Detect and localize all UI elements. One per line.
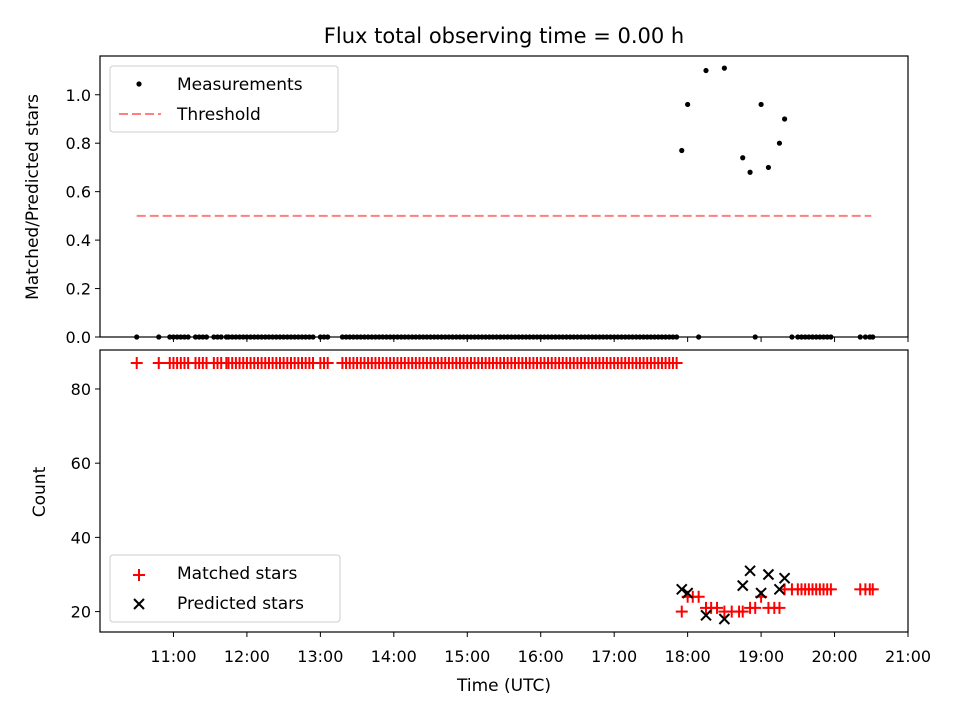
top-panel: Flux total observing time = 0.00 h Match…: [23, 24, 909, 347]
top-y-tick-label: 0.4: [66, 231, 91, 250]
measurement-point: [747, 169, 753, 175]
matched-star-point: [736, 605, 749, 618]
measurement-point: [685, 101, 691, 108]
measurement-point: [721, 65, 727, 71]
top-axes-frame: [99, 55, 909, 338]
measurement-point: [740, 155, 746, 161]
measurement-point: [776, 140, 783, 146]
matched-star-point: [711, 601, 724, 614]
legend-marker-matched-stars: [133, 569, 145, 581]
predicted-star-point: [778, 572, 791, 584]
bottom-legend: Matched stars Predicted stars: [109, 554, 341, 623]
top-y-axis-label: Matched/Predicted stars: [23, 94, 43, 300]
bottom-y-tick-label: 80: [71, 380, 91, 399]
bottom-x-tick-label: 11:00: [150, 647, 196, 666]
top-y-tick-label: 1.0: [66, 86, 91, 105]
bottom-panel: Count Time (UTC) 20 40 60 80 11:00 12:00 13:0…: [30, 349, 931, 696]
predicted-star-point: [737, 579, 749, 592]
matched-star-point: [749, 601, 762, 614]
predicted-star-point: [681, 587, 694, 599]
matched-star-point: [670, 356, 683, 369]
predicted-star-point: [773, 583, 786, 596]
matched-star-point: [675, 605, 688, 618]
legend-label-predicted-stars: Predicted stars: [177, 594, 304, 614]
legend-marker-measurements: [136, 81, 142, 87]
bottom-axes-frame: [99, 349, 909, 633]
bottom-y-tick-label: 40: [71, 528, 91, 547]
bottom-x-axis-label: Time (UTC): [456, 676, 551, 696]
matched-star-point: [824, 583, 837, 596]
bottom-x-tick-label: 19:00: [738, 647, 784, 666]
top-y-tick-label: 0.0: [66, 328, 91, 347]
predicted-star-point: [755, 587, 767, 599]
legend-label-threshold: Threshold: [176, 105, 261, 125]
legend-label-matched-stars: Matched stars: [177, 564, 297, 584]
top-y-axis: 0.0 0.2 0.4 0.6 0.8 1.0: [66, 86, 100, 347]
bottom-y-axis-label: Count: [30, 466, 50, 517]
top-y-tick-label: 0.6: [66, 183, 91, 202]
predicted-star-point: [718, 613, 731, 625]
matched-star-point: [866, 583, 879, 596]
legend-label-measurements: Measurements: [177, 75, 303, 95]
bottom-x-tick-label: 15:00: [444, 647, 490, 666]
measurement-point: [679, 147, 685, 154]
measurement-point: [765, 164, 772, 171]
chart-title: Flux total observing time = 0.00 h: [324, 24, 684, 48]
bottom-x-tick-label: 14:00: [371, 647, 417, 666]
bottom-plot-area: [130, 356, 879, 625]
measurement-point: [781, 116, 788, 122]
top-y-tick-label: 0.2: [66, 280, 91, 299]
matched-star-point: [321, 356, 334, 369]
predicted-star-point: [744, 565, 756, 577]
bottom-x-tick-label: 12:00: [224, 647, 270, 666]
bottom-y-axis: 20 40 60 80: [71, 380, 100, 622]
legend-marker-predicted-stars: [133, 598, 145, 610]
bottom-legend-box: [109, 554, 341, 623]
bottom-x-tick-label: 13:00: [297, 647, 343, 666]
top-legend: Measurements Threshold: [109, 65, 339, 133]
matched-star-point: [152, 356, 165, 369]
bottom-y-tick-label: 20: [71, 603, 91, 622]
top-legend-box: [109, 65, 339, 133]
bottom-x-tick-label: 17:00: [591, 647, 637, 666]
bottom-x-tick-label: 16:00: [518, 647, 564, 666]
predicted-star-point: [676, 583, 688, 596]
predicted-star-point: [700, 609, 712, 622]
measurement-point: [703, 67, 709, 74]
bottom-y-tick-label: 60: [71, 454, 91, 473]
bottom-x-tick-label: 18:00: [665, 647, 711, 666]
predicted-star-point: [762, 568, 775, 581]
bottom-x-axis: 11:00 12:00 13:00 14:00 15:00 16:00 17:00 18:00…: [150, 632, 931, 666]
top-y-tick-label: 0.8: [66, 134, 91, 153]
matched-star-point: [692, 590, 705, 603]
measurement-point: [758, 101, 764, 108]
bottom-x-tick-label: 20:00: [811, 647, 857, 666]
matched-star-point: [130, 356, 143, 369]
bottom-x-tick-label: 21:00: [885, 647, 931, 666]
matched-star-point: [773, 601, 786, 614]
